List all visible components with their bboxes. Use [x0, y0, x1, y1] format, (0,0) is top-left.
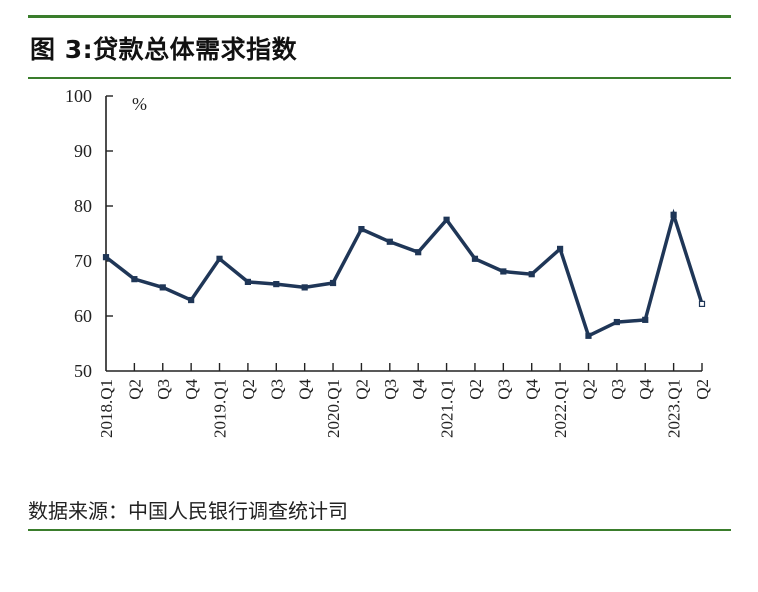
data-point-marker [415, 249, 422, 256]
data-point-marker [188, 296, 195, 304]
y-tick-label: 80 [74, 196, 92, 216]
data-point-marker [642, 316, 649, 323]
x-tick-label: Q4 [409, 379, 428, 400]
line-chart: 50 60 70 80 90 100 2018.Q1 Q2 Q3 Q4 2019.Q1 Q2 Q3 Q4… [65, 86, 712, 438]
y-tick-label: 50 [74, 361, 92, 381]
x-tick-label: Q2 [579, 379, 598, 400]
data-point-marker [358, 226, 365, 233]
y-axis: 50 60 70 80 90 100 [65, 86, 113, 381]
data-point-marker [471, 255, 479, 262]
data-point-marker [528, 271, 535, 278]
x-tick-label: Q2 [466, 379, 485, 400]
data-point-marker [670, 211, 677, 218]
x-tick-label: 2021.Q1 [438, 379, 457, 438]
data-point-marker [244, 278, 252, 285]
x-tick-label: Q3 [381, 379, 400, 400]
data-point-marker [102, 254, 110, 261]
x-axis: 2018.Q1 Q2 Q3 Q4 2019.Q1 Q2 Q3 Q4 2020.Q1 Q2 Q3 Q4 2… [97, 363, 712, 438]
x-tick-label: Q4 [296, 379, 315, 400]
top-rule [28, 15, 731, 18]
x-tick-label: Q3 [608, 379, 627, 400]
data-point-marker [500, 268, 507, 275]
y-tick-label: 100 [65, 86, 92, 106]
data-point-marker [386, 238, 393, 245]
data-point-marker [443, 216, 450, 223]
data-point-marker [585, 332, 592, 339]
data-markers [102, 211, 706, 339]
x-tick-label: 2018.Q1 [97, 379, 116, 438]
x-tick-label: Q3 [494, 379, 513, 400]
x-tick-label: Q2 [693, 379, 712, 400]
x-tick-label: 2022.Q1 [551, 379, 570, 438]
bottom-rule [28, 529, 731, 531]
source-note: 数据来源：中国人民银行调查统计司 [28, 499, 348, 523]
data-point-marker [556, 245, 564, 252]
unit-label: % [132, 94, 147, 114]
data-point-marker [301, 284, 308, 291]
x-tick-label: Q3 [267, 379, 286, 400]
x-tick-label: Q4 [182, 379, 201, 400]
data-point-marker [698, 300, 706, 307]
data-point-marker [216, 255, 223, 262]
x-tick-label: Q4 [636, 379, 655, 400]
data-point-marker [273, 281, 280, 288]
title-rule [28, 77, 731, 79]
data-point-marker [131, 276, 138, 283]
y-tick-label: 70 [74, 251, 92, 271]
x-tick-label: 2023.Q1 [665, 379, 684, 438]
figure-title: 图 3:贷款总体需求指数 [30, 35, 298, 64]
data-point-marker [329, 279, 337, 287]
data-point-marker [613, 318, 620, 326]
x-tick-label: Q3 [154, 379, 173, 400]
x-tick-label: 2019.Q1 [211, 379, 230, 438]
data-line [104, 208, 704, 339]
y-tick-label: 60 [74, 306, 92, 326]
x-tick-label: Q2 [352, 379, 371, 400]
data-point-marker [159, 284, 166, 291]
x-tick-label: 2020.Q1 [324, 379, 343, 438]
x-tick-label: Q4 [523, 379, 542, 400]
x-tick-label: Q2 [239, 379, 258, 400]
x-tick-label: Q2 [125, 379, 144, 400]
y-tick-label: 90 [74, 141, 92, 161]
